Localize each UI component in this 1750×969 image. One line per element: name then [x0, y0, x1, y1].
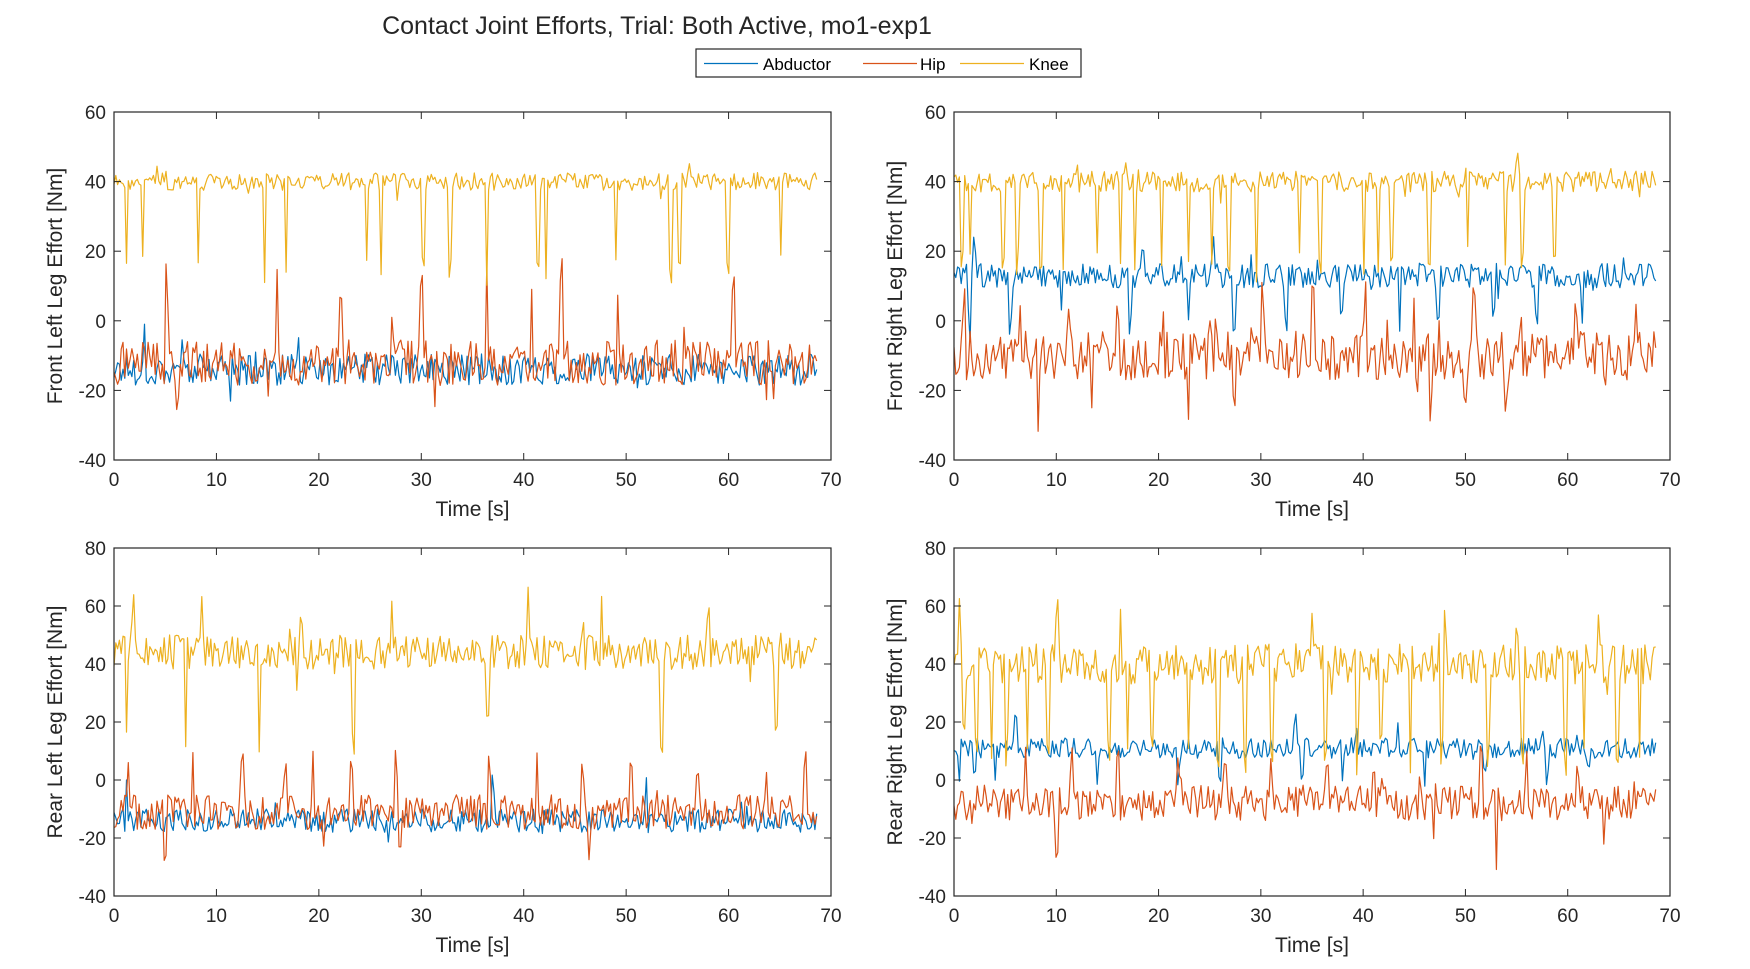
- plot-area: [114, 112, 831, 460]
- y-tick-label: 60: [85, 597, 106, 618]
- y-tick-label: -20: [919, 829, 946, 850]
- legend: Abductor Hip Knee: [695, 48, 1082, 78]
- y-tick-label: -20: [79, 829, 106, 850]
- y-tick-label: 60: [85, 103, 106, 124]
- series-line-abductor: [954, 236, 1657, 342]
- axes-frame: [113, 111, 832, 461]
- series-line-knee: [954, 597, 1656, 776]
- subplot-2: 0 10 20 30 40 50 60 70 60 40 20 0 -20 -40 Time [s] Fron…: [884, 103, 1681, 521]
- y-tick-label: 0: [95, 771, 106, 792]
- x-tick-label: 70: [820, 906, 841, 927]
- y-tick-label: 60: [925, 103, 946, 124]
- x-tick-label: 70: [1659, 470, 1680, 491]
- y-tick-label: 80: [925, 539, 946, 560]
- plot-area: [114, 548, 831, 896]
- x-tick-label: 50: [616, 470, 637, 491]
- y-axis-label: Front Right Leg Effort [Nm]: [884, 161, 907, 412]
- y-tick-label: 40: [925, 655, 946, 676]
- subplot-1: 0 10 20 30 40 50 60 70 60 40 20 0 -20 -40 Time [s] Fron…: [44, 103, 842, 521]
- x-tick-label: 10: [1046, 470, 1067, 491]
- y-tick-label: 60: [925, 597, 946, 618]
- x-tick-label: 0: [109, 470, 120, 491]
- x-axis-label: Time [s]: [1275, 498, 1349, 521]
- y-tick-label: -40: [79, 451, 106, 472]
- x-tick-label: 50: [1455, 470, 1476, 491]
- x-tick-label: 20: [308, 470, 329, 491]
- x-tick-label: 60: [1557, 906, 1578, 927]
- x-tick-label: 0: [109, 906, 120, 927]
- x-tick-label: 10: [206, 470, 227, 491]
- series-line-hip: [114, 258, 818, 411]
- y-tick-label: 40: [925, 173, 946, 194]
- x-tick-label: 30: [1250, 906, 1271, 927]
- axes-frame: [953, 111, 1671, 461]
- y-tick-label: 20: [85, 242, 106, 263]
- y-tick-label: 20: [85, 713, 106, 734]
- y-tick-label: -40: [79, 887, 106, 908]
- x-axis-label: Time [s]: [436, 498, 510, 521]
- y-tick-label: 40: [85, 655, 106, 676]
- x-tick-label: 10: [206, 906, 227, 927]
- legend-label-knee: Knee: [1029, 55, 1069, 74]
- x-tick-label: 40: [513, 906, 534, 927]
- x-tick-label: 20: [1148, 906, 1169, 927]
- y-tick-label: -20: [79, 381, 106, 402]
- legend-label-abductor: Abductor: [763, 55, 831, 74]
- series-group: [954, 152, 1657, 432]
- series-line-abductor: [954, 713, 1657, 787]
- y-tick-label: 20: [925, 713, 946, 734]
- x-tick-label: 60: [718, 470, 739, 491]
- x-tick-label: 40: [1353, 906, 1374, 927]
- plot-area: [954, 548, 1670, 896]
- y-tick-label: 0: [95, 312, 106, 333]
- x-tick-label: 0: [949, 470, 960, 491]
- series-line-knee: [954, 152, 1657, 283]
- series-group: [114, 586, 818, 862]
- x-axis-label: Time [s]: [1275, 934, 1349, 957]
- series-line-hip: [114, 749, 818, 862]
- legend-label-hip: Hip: [920, 55, 946, 74]
- x-tick-label: 10: [1046, 906, 1067, 927]
- series-line-hip: [954, 281, 1657, 432]
- x-tick-label: 30: [411, 906, 432, 927]
- y-tick-label: -40: [919, 451, 946, 472]
- x-axis-label: Time [s]: [436, 934, 510, 957]
- x-tick-label: 40: [513, 470, 534, 491]
- x-tick-label: 60: [1557, 470, 1578, 491]
- x-tick-label: 60: [718, 906, 739, 927]
- y-axis-label: Front Left Leg Effort [Nm]: [44, 168, 67, 405]
- subplot-4: 0 10 20 30 40 50 60 70 80 60 40 20 0 -20 -40 Time [s] Re…: [884, 539, 1681, 957]
- x-tick-label: 20: [1148, 470, 1169, 491]
- y-axis-label: Rear Right Leg Effort [Nm]: [884, 598, 907, 845]
- y-tick-label: 20: [925, 242, 946, 263]
- series-group: [954, 597, 1657, 871]
- subplot-3: 0 10 20 30 40 50 60 70 80 60 40 20 0 -20 -40 Time [s] Re…: [44, 539, 842, 957]
- y-tick-label: 80: [85, 539, 106, 560]
- series-group: [114, 163, 818, 411]
- y-axis-label: Rear Left Leg Effort [Nm]: [44, 605, 67, 838]
- x-tick-label: 40: [1353, 470, 1374, 491]
- y-tick-label: 0: [935, 312, 946, 333]
- x-tick-label: 50: [616, 906, 637, 927]
- series-line-knee: [114, 163, 818, 286]
- x-tick-label: 30: [1250, 470, 1271, 491]
- x-tick-label: 30: [411, 470, 432, 491]
- x-tick-label: 70: [820, 470, 841, 491]
- y-tick-label: -40: [919, 887, 946, 908]
- figure-title: Contact Joint Efforts, Trial: Both Activ…: [382, 12, 932, 40]
- y-tick-label: -20: [919, 381, 946, 402]
- x-tick-label: 50: [1455, 906, 1476, 927]
- series-line-knee: [114, 586, 818, 755]
- x-tick-label: 0: [949, 906, 960, 927]
- series-line-hip: [954, 745, 1657, 871]
- y-tick-label: 40: [85, 173, 106, 194]
- x-tick-label: 70: [1659, 906, 1680, 927]
- y-tick-label: 0: [935, 771, 946, 792]
- subplots: 0 10 20 30 40 50 60 70 60 40 20 0 -20 -40 Time [s] Fron…: [44, 103, 1681, 957]
- x-tick-label: 20: [308, 906, 329, 927]
